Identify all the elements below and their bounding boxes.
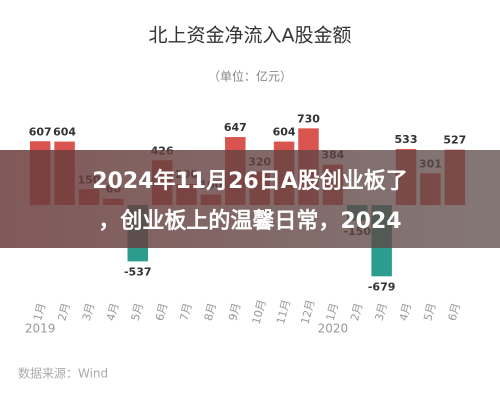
value-label: -679 <box>368 280 396 293</box>
banner-line: 2024年11月26日A股创业板了 <box>92 168 408 194</box>
chart-subtitle: （单位：亿元） <box>208 69 292 84</box>
chart-title: 北上资金净流入A股金额 <box>149 25 352 47</box>
banner-bg <box>0 150 500 248</box>
value-label: 607 <box>29 125 52 138</box>
x-tick-label: 6月 <box>153 301 170 322</box>
x-tick-label: 12月 <box>298 298 317 326</box>
value-label: 730 <box>297 112 320 125</box>
x-tick-label: 1月 <box>31 301 48 322</box>
x-tick-label: 5月 <box>421 301 438 322</box>
banner: 2024年11月26日A股创业板了 ，创业板上的温馨日常，2024 <box>0 150 500 248</box>
value-label: -537 <box>124 265 152 278</box>
x-tick-label: 7月 <box>177 301 194 322</box>
value-label: 647 <box>224 121 247 134</box>
source: 数据来源：Wind <box>18 366 108 381</box>
value-label: 527 <box>443 134 466 147</box>
value-label: 604 <box>53 126 76 139</box>
x-tick-label: 8月 <box>202 301 219 322</box>
x-tick-label: 4月 <box>104 301 121 322</box>
x-tick-label: 1月 <box>324 301 341 322</box>
year-label: 2020 <box>318 322 349 336</box>
value-label: 533 <box>395 133 418 146</box>
x-tick-label: 2月 <box>55 301 72 322</box>
x-tick-label: 2月 <box>348 301 365 322</box>
x-tick-label: 5月 <box>129 301 146 322</box>
banner-line: ，创业板上的温馨日常，2024 <box>98 208 401 234</box>
x-tick-label: 3月 <box>373 301 390 322</box>
x-tick-label: 3月 <box>80 301 97 322</box>
x-tick-label: 10月 <box>250 298 269 326</box>
x-tick-label: 6月 <box>446 301 463 322</box>
x-tick-label: 9月 <box>226 301 243 322</box>
x-tick-label: 4月 <box>397 301 414 322</box>
value-label: 604 <box>273 126 296 139</box>
x-tick-label: 11月 <box>274 298 293 326</box>
year-label: 2019 <box>25 322 56 336</box>
